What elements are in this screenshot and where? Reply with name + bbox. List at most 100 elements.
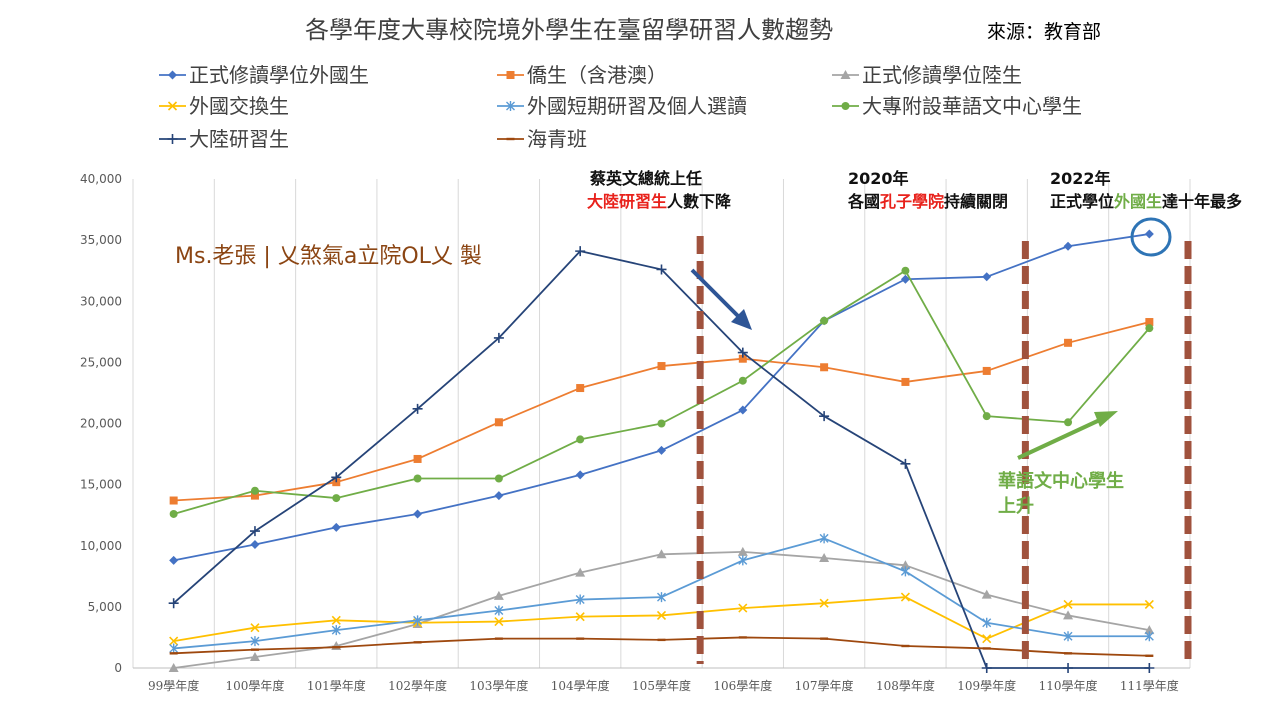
x-axis: 99學年度 100學年度 101學年度 102學年度 103學年度 104學年度 105學年…: [148, 678, 1179, 693]
data-point: [738, 555, 748, 566]
annotation-foreign-record: 正式學位外國生達十年最多: [1050, 192, 1242, 211]
data-point: [494, 605, 504, 616]
highlight-circle: [1130, 217, 1172, 257]
chart-source: 來源：教育部: [987, 21, 1101, 43]
legend-label: 正式修讀學位陸生: [862, 63, 1022, 87]
data-point: [1063, 610, 1074, 620]
annotation-mainland-rest: 人數下降: [667, 192, 732, 211]
legend-item: 正式修讀學位陸生: [832, 63, 1022, 87]
annotation-mainland-decline: 大陸研習生人數下降: [587, 192, 732, 211]
data-point: [900, 566, 910, 577]
marker-lines: [696, 236, 1192, 664]
data-point: [900, 592, 910, 602]
data-point: [982, 617, 992, 628]
annotation-2022-year: 2022年: [1050, 169, 1111, 188]
x-tick-label: 104學年度: [551, 678, 610, 693]
data-point: [737, 347, 748, 358]
data-point: [169, 636, 179, 646]
y-tick-label: 35,000: [80, 233, 122, 247]
data-point: [494, 474, 503, 483]
data-point: [737, 546, 748, 556]
legend-item: 大陸研習生: [159, 127, 289, 151]
data-point: [249, 526, 260, 537]
data-point: [981, 663, 992, 673]
data-point: [168, 663, 179, 672]
data-point: [413, 615, 423, 626]
data-point: [981, 589, 992, 599]
y-tick-label: 20,000: [80, 417, 122, 431]
annotation-2020-year: 2020年: [848, 169, 909, 188]
data-point: [331, 522, 341, 532]
data-point: [331, 615, 341, 625]
x-tick-label: 102學年度: [388, 678, 447, 693]
series-line: [173, 250, 1150, 669]
x-tick-label: 100學年度: [226, 678, 285, 693]
series-6: [168, 246, 1155, 673]
series-3: [169, 592, 1154, 646]
data-point: [901, 377, 910, 386]
data-point: [250, 491, 259, 500]
data-point: [169, 509, 178, 518]
legend-item: 外國交換生: [159, 94, 289, 118]
data-point: [575, 470, 585, 480]
data-point: [1144, 229, 1154, 239]
x-tick-label: 109學年度: [957, 678, 1016, 693]
annotation-tsai: 蔡英文總統上任: [589, 169, 702, 188]
data-point: [331, 472, 342, 483]
data-point: [819, 533, 829, 544]
annotation-foreign-pre: 正式學位: [1050, 192, 1114, 211]
watermark-text: Ms.老張 | 乂煞氣a立院OL乂 製: [175, 244, 482, 269]
legend-label: 正式修讀學位外國生: [189, 63, 369, 87]
data-point: [840, 70, 851, 79]
data-point: [657, 419, 666, 428]
series-layer: [168, 229, 1155, 673]
data-point: [575, 567, 586, 577]
y-tick-label: 15,000: [80, 478, 122, 492]
legend-label: 外國短期研習及個人選讀: [527, 94, 747, 118]
x-tick-label: 110學年度: [1039, 678, 1098, 693]
data-point: [738, 354, 747, 363]
data-point: [413, 454, 422, 463]
annotation-confucius-post: 持續關閉: [944, 192, 1008, 211]
data-point: [169, 496, 178, 505]
data-point: [1145, 318, 1154, 327]
data-point: [506, 101, 515, 111]
data-point: [413, 474, 422, 483]
data-point: [820, 363, 829, 372]
x-tick-label: 107學年度: [795, 678, 854, 693]
series-line: [173, 550, 1150, 669]
data-point: [656, 549, 667, 559]
y-tick-label: 5,000: [88, 600, 122, 614]
data-point: [493, 332, 504, 343]
x-tick-label: 106學年度: [713, 678, 772, 693]
data-point: [656, 264, 667, 275]
data-point: [169, 555, 179, 565]
y-axis: 0 5,000 10,000 15,000 20,000 25,000 30,000 35,0…: [80, 172, 122, 675]
chart-title: 各學年度大專校院境外學生在臺留學研習人數趨勢: [305, 16, 833, 44]
y-tick-label: 0: [114, 661, 122, 675]
data-point: [413, 509, 423, 519]
legend-item: 海青班: [497, 127, 587, 151]
data-point: [575, 612, 585, 622]
data-point: [250, 623, 260, 633]
data-point: [841, 102, 850, 110]
x-tick-label: 105學年度: [632, 678, 691, 693]
legend-label: 外國交換生: [189, 94, 289, 118]
data-point: [575, 246, 586, 257]
data-point: [1064, 418, 1073, 427]
data-point: [493, 590, 504, 600]
data-point: [982, 272, 992, 282]
data-point: [575, 594, 585, 605]
data-point: [819, 552, 830, 562]
data-point: [982, 366, 991, 375]
data-point: [331, 625, 341, 636]
annotation-mainland-red: 大陸研習生: [587, 192, 667, 211]
data-point: [900, 274, 910, 284]
x-tick-label: 111學年度: [1120, 678, 1179, 693]
data-point: [167, 101, 178, 111]
data-point: [900, 560, 911, 570]
data-point: [506, 71, 515, 79]
